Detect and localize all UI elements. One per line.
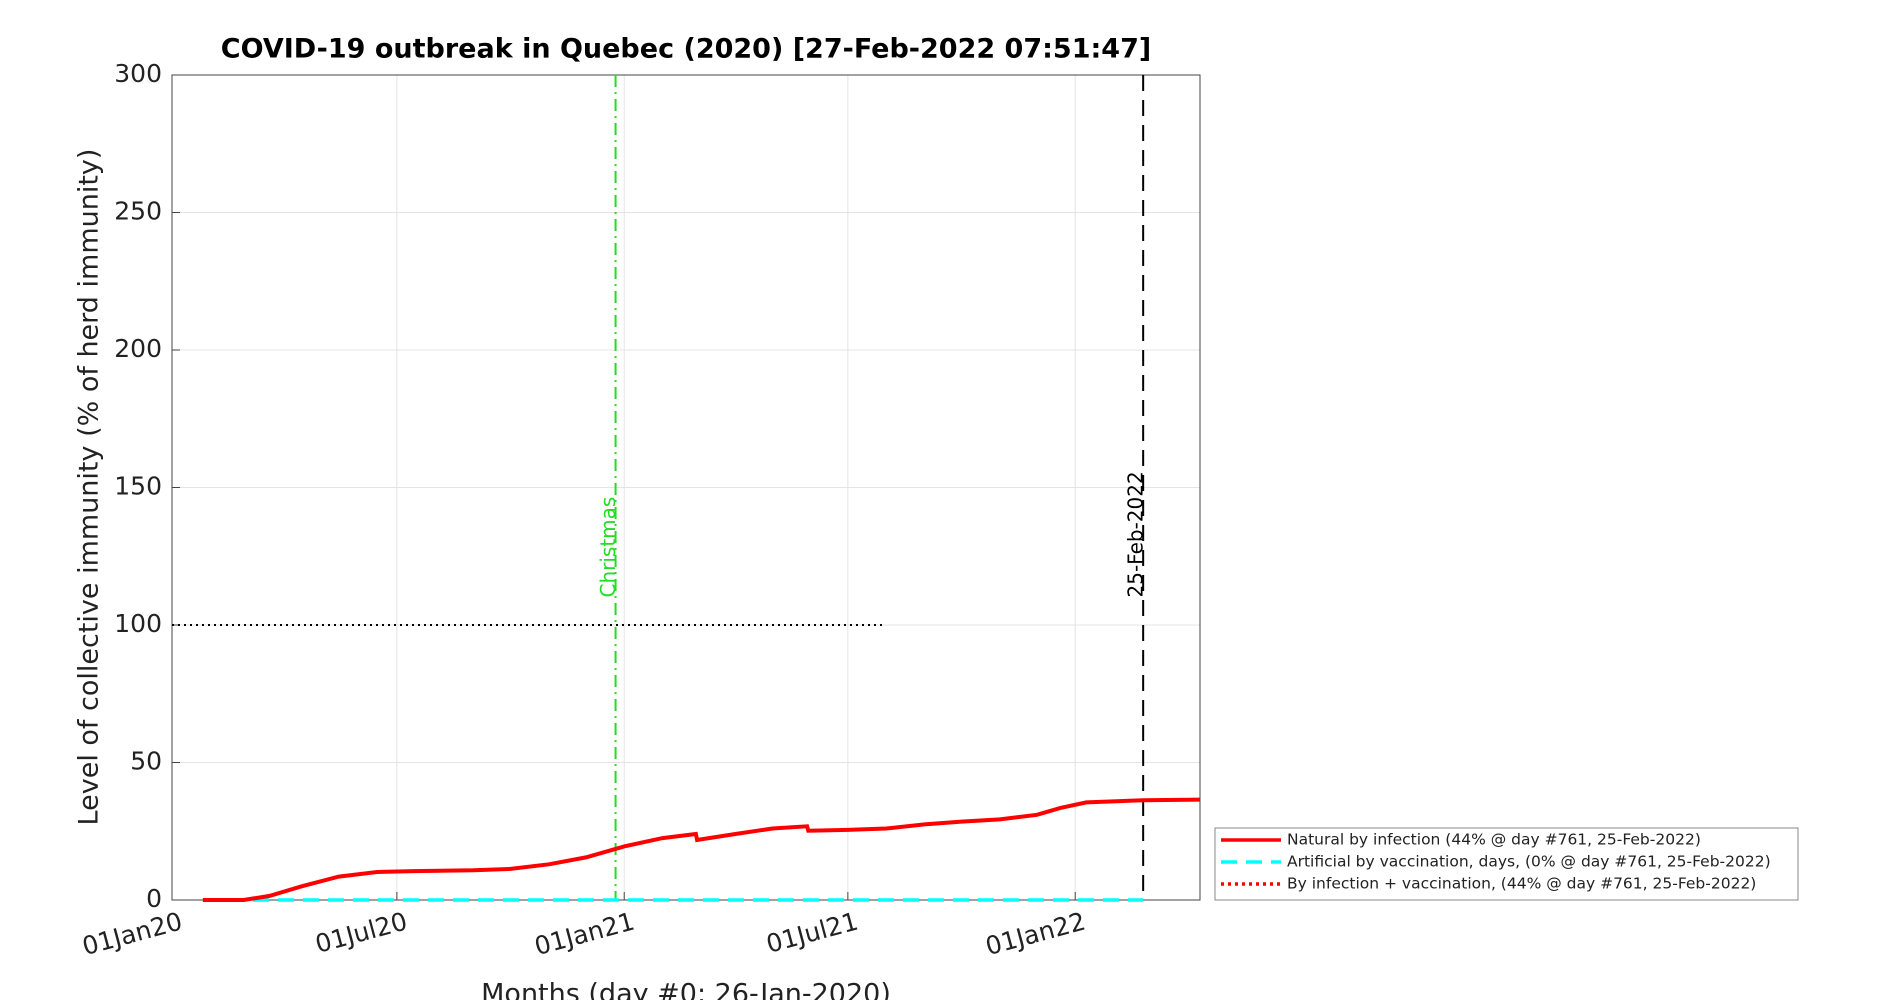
x-tick-label: 01Jul21 [763,907,861,959]
x-tick-label: 01Jan22 [982,907,1088,961]
event-label: Christmas [596,497,620,598]
y-tick-label: 150 [114,472,162,501]
y-tick-label: 250 [114,197,162,226]
legend-box [1214,827,1799,901]
y-tick-label: 200 [114,334,162,363]
x-tick-label: 01Jan20 [79,907,185,961]
y-axis-label: Level of collective immunity (% of herd … [74,149,105,826]
legend-label: Artificial by vaccination, days, (0% @ d… [1287,853,1771,871]
legend-label: Natural by infection (44% @ day #761, 25… [1287,831,1701,849]
x-tick-label: 01Jul20 [312,907,410,959]
y-tick-label: 300 [114,59,162,88]
x-tick-label: 01Jan21 [531,907,637,961]
chart-title: COVID-19 outbreak in Quebec (2020) [27-F… [221,34,1151,65]
y-tick-label: 100 [114,609,162,638]
event-label: 25-Feb-2022 [1124,471,1148,597]
x-axis-label: Months (day #0: 26-Jan-2020) [481,979,891,1000]
legend-label: By infection + vaccination, (44% @ day #… [1287,875,1756,893]
series-line [202,797,1201,902]
y-tick-label: 0 [146,884,162,913]
y-tick-label: 50 [130,747,162,776]
